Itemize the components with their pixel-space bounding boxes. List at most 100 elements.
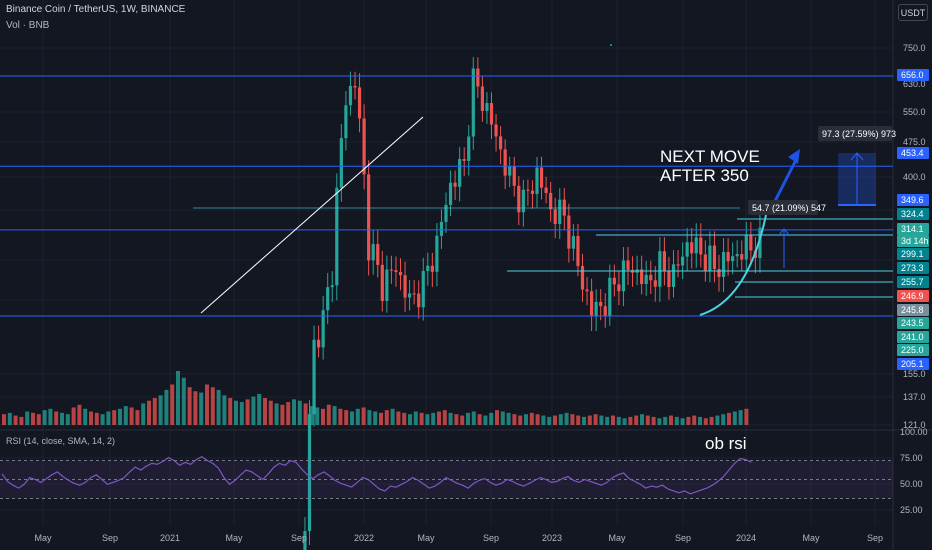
volume-bar (315, 407, 320, 425)
volume-bar (680, 418, 685, 425)
candle-body (485, 103, 489, 111)
volume-bar (25, 411, 30, 425)
volume-bar (390, 408, 395, 425)
time-tick-label: Sep (291, 533, 307, 543)
volume-bar (94, 412, 99, 425)
price-tick-label: 137.0 (903, 392, 926, 402)
candle-body (640, 269, 644, 285)
volume-bar (448, 412, 453, 425)
candle-body (571, 235, 575, 249)
volume-bar (721, 414, 726, 425)
price-axis: 750.0 630.0 550.0 475.0 400.0 155.0 137.0 121.0… (900, 43, 928, 515)
volume-bar (402, 412, 407, 425)
time-tick-label: Sep (867, 533, 883, 543)
volume-bar (425, 414, 430, 425)
price-tick-label: 121.0 (903, 420, 926, 430)
candle-body (585, 289, 589, 292)
price-badge (897, 194, 929, 206)
candle-body (526, 189, 530, 191)
currency-button[interactable]: USDT (898, 4, 928, 21)
candle-body (339, 138, 343, 188)
volume-bar (715, 415, 720, 425)
time-axis: May Sep 2021 May Sep 2022 May Sep 2023 May Sep 2024… (34, 533, 883, 543)
volume-bar (483, 415, 488, 425)
candle-body (608, 277, 612, 316)
candle-body (439, 221, 444, 236)
candle-body (703, 254, 707, 271)
volume-bar (379, 412, 383, 425)
volume-bar (13, 415, 18, 425)
candle-body (731, 256, 735, 262)
price-badge-label: 3d 14h (901, 236, 929, 246)
candle-body (312, 339, 316, 415)
price-tick-label: 550.0 (903, 107, 926, 117)
volume-bar (529, 412, 534, 425)
volume-bar (152, 398, 157, 425)
price-tick-label: 475.0 (903, 137, 926, 147)
volume-bar (42, 410, 47, 425)
drawings (200, 44, 876, 316)
volume-bar (744, 408, 749, 425)
volume-bar (54, 411, 59, 425)
volume-bar (599, 415, 604, 425)
candle-body (335, 187, 339, 286)
candle-body (539, 167, 544, 188)
volume-bar (524, 414, 528, 425)
rsi-tick-label: 100.00 (900, 427, 928, 437)
price-badges: 656.0 453.4 349.6 324.4 314.1 3d 14h 299.1 273.… (897, 69, 929, 370)
rsi-tick-label: 75.00 (900, 453, 923, 463)
price-tick-label: 750.0 (903, 43, 926, 53)
candle-body (653, 280, 657, 287)
candle-body (662, 251, 666, 272)
volume-bar (344, 410, 349, 425)
candle-body (712, 245, 717, 269)
volume-bar (605, 416, 610, 425)
candle-body (499, 136, 503, 150)
price-badge (897, 69, 929, 81)
candle-body (362, 118, 366, 175)
volume-bar (2, 414, 6, 425)
candle-body (580, 266, 585, 290)
candle-body (626, 260, 630, 270)
candle-body (403, 275, 407, 298)
candle-body (317, 339, 321, 348)
horizontal-levels (0, 75, 893, 317)
candle-body (649, 274, 653, 281)
candle-body (549, 192, 553, 210)
candle-body (617, 284, 621, 292)
volume-bar (100, 414, 105, 425)
volume-bar (118, 408, 122, 425)
time-tick-label: 2021 (160, 533, 180, 543)
candle-body (471, 68, 475, 137)
volume-bar (727, 412, 731, 425)
candle-body (717, 268, 721, 277)
candle-body (521, 189, 525, 213)
volume-bar (187, 387, 192, 425)
volume-bar (83, 408, 88, 425)
candle-body (348, 85, 353, 106)
volume-bar (141, 403, 146, 425)
volume-bar (297, 400, 302, 425)
volume-bar (158, 395, 163, 425)
volume-bar (106, 411, 111, 425)
candle-body (535, 167, 539, 194)
volume-bar (263, 398, 267, 425)
price-badge-label: 349.6 (901, 195, 924, 205)
candle-body (430, 265, 434, 272)
volume-bar (564, 412, 569, 425)
candle-body (530, 190, 535, 194)
candle-body (462, 159, 466, 161)
candle-body (735, 254, 739, 257)
candle-body (412, 293, 416, 295)
volume-bar (228, 398, 233, 425)
volume-bar (582, 416, 586, 425)
volume-bar (489, 412, 494, 425)
volume-bar (355, 408, 360, 425)
price-badge (897, 344, 929, 356)
volume-bar (500, 411, 505, 425)
measure-box-small (748, 200, 818, 215)
volume-bar (71, 407, 76, 425)
candle-body (517, 185, 521, 213)
